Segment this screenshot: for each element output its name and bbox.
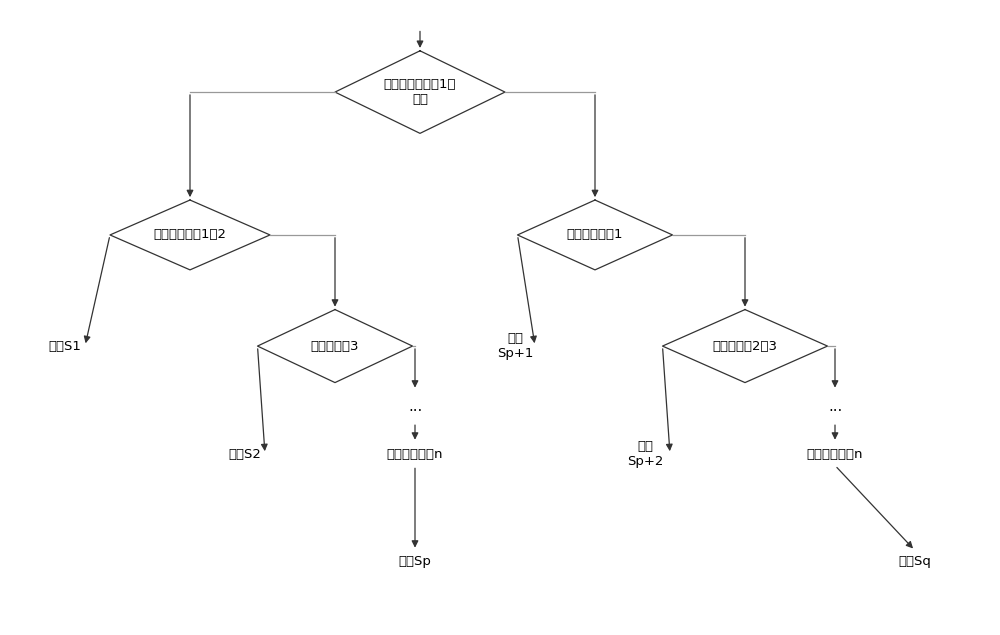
Polygon shape <box>110 200 270 270</box>
Text: ...: ... <box>408 399 422 414</box>
Text: ...: ... <box>828 399 842 414</box>
Text: 机组处于工况1: 机组处于工况1 <box>567 229 623 241</box>
Text: 策略S2: 策略S2 <box>229 448 261 460</box>
Polygon shape <box>518 200 672 270</box>
Text: 机组处于工况n: 机组处于工况n <box>807 448 863 460</box>
Polygon shape <box>258 309 413 382</box>
Text: 机组处于工况1或2: 机组处于工况1或2 <box>154 229 226 241</box>
Text: 机组处于工况n: 机组处于工况n <box>387 448 443 460</box>
Text: 策略
Sp+2: 策略 Sp+2 <box>627 440 663 468</box>
Text: 策略S1: 策略S1 <box>49 340 81 352</box>
Text: 策略Sq: 策略Sq <box>899 556 931 568</box>
Text: 受重要影响因紹1影
响？: 受重要影响因紹1影 响？ <box>384 78 456 106</box>
Text: 策略
Sp+1: 策略 Sp+1 <box>497 332 533 360</box>
Polygon shape <box>662 309 828 382</box>
Text: 机组处于关3: 机组处于关3 <box>311 340 359 352</box>
Text: 机组处于关2或3: 机组处于关2或3 <box>712 340 778 352</box>
Polygon shape <box>335 51 505 133</box>
Text: 策略Sp: 策略Sp <box>399 556 431 568</box>
